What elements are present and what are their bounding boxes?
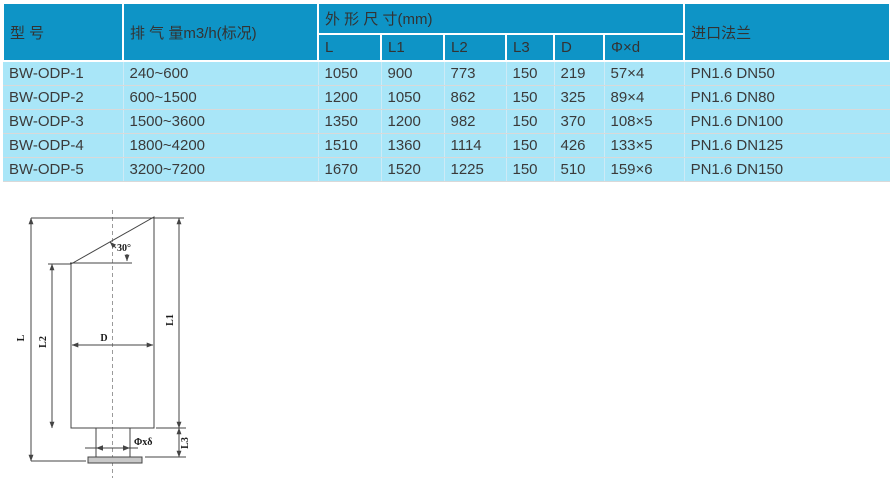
cell-L1: 1360 <box>381 133 445 158</box>
dim-label-D: D <box>100 333 107 344</box>
extension-lines <box>31 217 186 462</box>
dimension-L2: L2 <box>38 263 55 429</box>
dim-label-pipe-spec: Φxδ <box>134 437 152 448</box>
cell-flow: 3200~7200 <box>123 157 319 182</box>
cell-L2: 1225 <box>444 157 507 182</box>
header-dim-D: D <box>553 33 605 62</box>
cell-flange: PN1.6 DN80 <box>684 85 891 110</box>
cell-model: BW-ODP-5 <box>3 157 124 182</box>
cell-L3: 150 <box>506 85 555 110</box>
cell-flange: PN1.6 DN150 <box>684 157 891 182</box>
cell-phi: 108×5 <box>604 109 685 134</box>
dimension-L: L <box>16 217 34 462</box>
cell-flange: PN1.6 DN50 <box>684 61 891 86</box>
silencer-spec-table: 型 号 排 气 量m3/h(标况) 外 形 尺 寸(mm) 进口法兰 L L1 … <box>2 2 892 182</box>
table-row: BW-ODP-2 600~1500 1200 1050 862 150 325 … <box>3 85 891 110</box>
cell-flow: 600~1500 <box>123 85 319 110</box>
cell-flow: 1500~3600 <box>123 109 319 134</box>
flange <box>87 456 143 464</box>
cell-L: 1200 <box>318 85 382 110</box>
header-dim-phi: Φ×d <box>602 33 686 62</box>
cell-L1: 1520 <box>381 157 445 182</box>
cell-L2: 982 <box>444 109 507 134</box>
cell-phi: 89×4 <box>604 85 685 110</box>
cell-L2: 862 <box>444 85 507 110</box>
cell-phi: 133×5 <box>604 133 685 158</box>
header-dim-L2: L2 <box>443 33 507 62</box>
cell-flow: 240~600 <box>123 61 319 86</box>
header-flow: 排 气 量m3/h(标况) <box>122 2 319 62</box>
table-row: BW-ODP-1 240~600 1050 900 773 150 219 57… <box>3 61 891 86</box>
cell-model: BW-ODP-1 <box>3 61 124 86</box>
cell-L1: 900 <box>381 61 445 86</box>
cell-model: BW-ODP-4 <box>3 133 124 158</box>
cell-flow: 1800~4200 <box>123 133 319 158</box>
dim-label-L1: L1 <box>165 314 176 326</box>
header-dims-group: 外 形 尺 寸(mm) <box>316 2 686 35</box>
cell-L1: 1200 <box>381 109 445 134</box>
cell-D: 325 <box>554 85 605 110</box>
cell-L3: 150 <box>506 109 555 134</box>
dimension-D: D <box>71 333 154 348</box>
cell-flange: PN1.6 DN125 <box>684 133 891 158</box>
cell-L2: 773 <box>444 61 507 86</box>
dimension-L3: L3 <box>176 427 191 458</box>
cell-L: 1350 <box>318 109 382 134</box>
header-dim-L1: L1 <box>380 33 445 62</box>
cell-L3: 150 <box>506 133 555 158</box>
cell-phi: 57×4 <box>604 61 685 86</box>
silencer-dimension-diagram: 30° L L2 L1 L3 <box>16 210 191 478</box>
cell-model: BW-ODP-3 <box>3 109 124 134</box>
cell-D: 426 <box>554 133 605 158</box>
cell-D: 219 <box>554 61 605 86</box>
dim-label-L2: L2 <box>38 336 49 348</box>
table-row: BW-ODP-4 1800~4200 1510 1360 1114 150 42… <box>3 133 891 158</box>
cell-L: 1670 <box>318 157 382 182</box>
header-dim-L3: L3 <box>505 33 555 62</box>
table-row: BW-ODP-3 1500~3600 1350 1200 982 150 370… <box>3 109 891 134</box>
dim-label-angle: 30° <box>117 243 131 254</box>
cell-L: 1510 <box>318 133 382 158</box>
dim-label-L: L <box>16 334 27 341</box>
cell-model: BW-ODP-2 <box>3 85 124 110</box>
cell-flange: PN1.6 DN100 <box>684 109 891 134</box>
cell-L3: 150 <box>506 157 555 182</box>
silencer-outline <box>70 216 155 464</box>
cell-L: 1050 <box>318 61 382 86</box>
header-model: 型 号 <box>2 2 124 62</box>
dim-label-L3: L3 <box>180 437 191 449</box>
header-flange: 进口法兰 <box>683 2 892 62</box>
cell-phi: 159×6 <box>604 157 685 182</box>
cell-L1: 1050 <box>381 85 445 110</box>
cell-D: 510 <box>554 157 605 182</box>
table-row: BW-ODP-5 3200~7200 1670 1520 1225 150 51… <box>3 157 891 182</box>
angle-dimension: 30° <box>70 241 132 264</box>
dimension-pipe-spec: Φxδ <box>85 437 152 451</box>
cell-D: 370 <box>554 109 605 134</box>
cell-L3: 150 <box>506 61 555 86</box>
cell-L2: 1114 <box>444 133 507 158</box>
header-dim-L: L <box>317 33 382 62</box>
dimension-L1: L1 <box>165 217 182 429</box>
